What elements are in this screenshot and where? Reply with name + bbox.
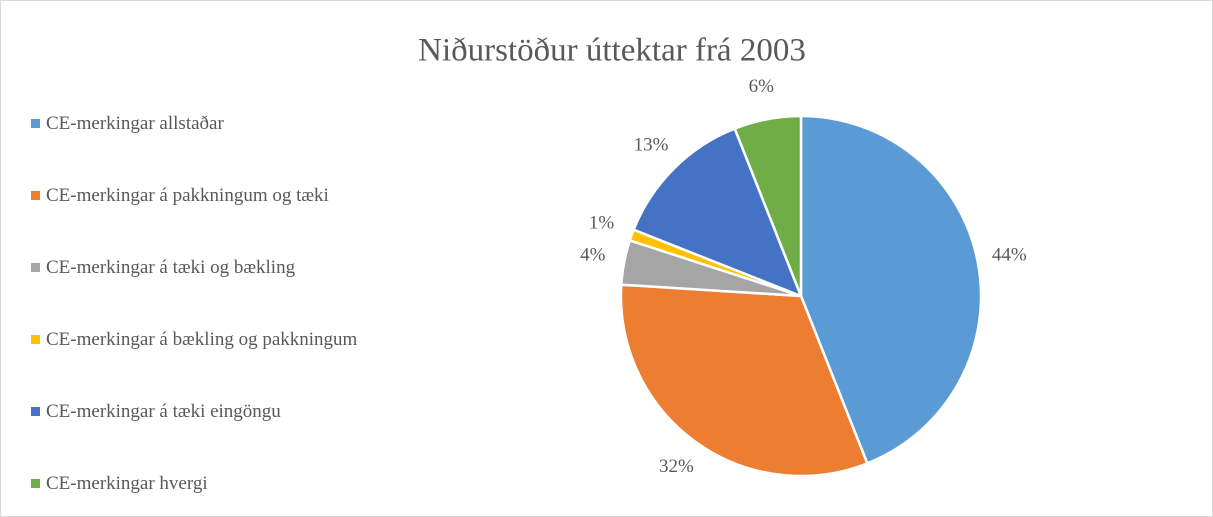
legend-swatch bbox=[31, 407, 40, 416]
pie-slice bbox=[799, 114, 983, 465]
legend-label: CE-merkingar á pakkningum og tæki bbox=[46, 185, 329, 206]
chart-title: Niðurstöður úttektar frá 2003 bbox=[418, 33, 806, 69]
data-label: 4% bbox=[580, 245, 606, 266]
legend-item: CE-merkingar hvergi bbox=[31, 472, 381, 495]
data-label: 1% bbox=[589, 213, 615, 234]
legend-swatch bbox=[31, 263, 40, 272]
legend-swatch bbox=[31, 119, 40, 128]
pie-slice bbox=[632, 127, 804, 299]
legend-swatch bbox=[31, 479, 40, 488]
legend-item: CE-merkingar á tæki og bækling bbox=[31, 256, 381, 279]
legend-label: CE-merkingar á bækling og pakkningum bbox=[46, 329, 358, 350]
legend-label: CE-merkingar hvergi bbox=[46, 473, 208, 494]
data-label: 6% bbox=[749, 76, 775, 97]
legend-swatch bbox=[31, 335, 40, 344]
legend-item: CE-merkingar á pakkningum og tæki bbox=[31, 184, 381, 207]
legend-item: CE-merkingar allstaðar bbox=[31, 112, 381, 135]
pie-slice bbox=[619, 283, 869, 478]
legend-label: CE-merkingar allstaðar bbox=[46, 113, 224, 134]
legend-label: CE-merkingar á tæki og bækling bbox=[46, 257, 296, 278]
legend-swatch bbox=[31, 191, 40, 200]
legend-label: CE-merkingar á tæki eingöngu bbox=[46, 401, 281, 422]
data-label: 13% bbox=[634, 134, 669, 155]
data-label: 32% bbox=[659, 456, 694, 477]
data-label: 44% bbox=[992, 245, 1027, 266]
pie-slice bbox=[733, 114, 803, 297]
legend-item: CE-merkingar á bækling og pakkningum bbox=[31, 328, 381, 351]
legend-item: CE-merkingar á tæki eingöngu bbox=[31, 400, 381, 423]
